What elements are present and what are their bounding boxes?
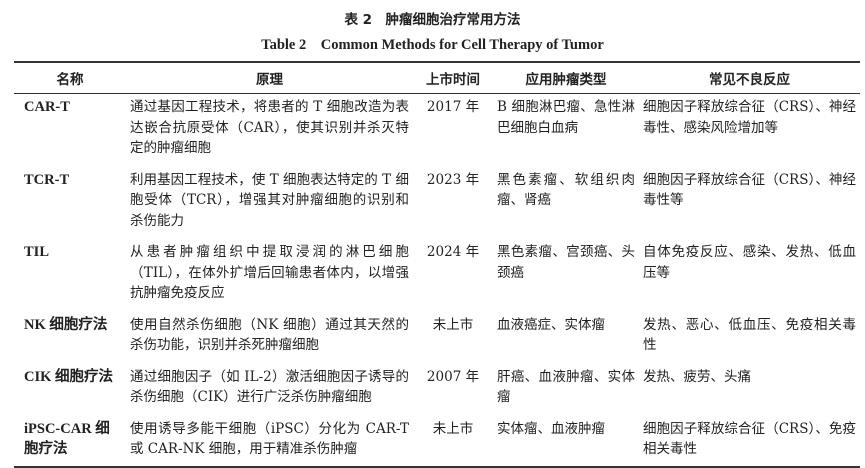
row-year: 未上市 [432,420,474,437]
row-adverse: 细胞因子释放综合征（CRS）、神经毒性、感染风险增加等 [643,99,856,136]
row-name: iPSC-CAR 细胞疗法 [24,420,110,458]
header-tumor-type: 应用肿瘤类型 [525,72,607,88]
row-tumor-type: 血液癌症、实体瘤 [497,316,605,333]
table-row: CIK 细胞疗法 通过细胞因子（如 IL-2）激活细胞因子诱导的杀伤细胞（CIK）… [14,362,860,414]
table-subtitle: Table 2 Common Methods for Cell Therapy … [261,37,604,53]
row-name: CIK 细胞疗法 [24,368,114,385]
table-row: NK 细胞疗法 使用自然杀伤细胞（NK 细胞）通过其天然的杀伤功能，识别并杀死肿瘤… [14,310,860,362]
table-row: TIL 从患者肿瘤组织中提取浸润的淋巴细胞（TIL），在体外扩增后回输患者体内，以… [14,237,860,310]
table-row: CAR-T 通过基因工程技术，将患者的 T 细胞改造为表达嵌合抗原受体（CAR），… [14,94,860,165]
header-adverse: 常见不良反应 [709,72,790,88]
row-year: 2007 年 [426,368,480,385]
header-row: 名称 原理 上市时间 应用肿瘤类型 常见不良反应 [14,62,860,94]
table-title: 表 2 肿瘤细胞治疗常用方法 [344,12,521,28]
row-principle: 利用基因工程技术，使 T 细胞表达特定的 T 细胞受体（TCR），增强其对肿瘤细… [130,171,409,229]
row-year: 2023 年 [426,171,480,188]
row-adverse: 自体免疫反应、感染、发热、低血压等 [643,244,856,281]
row-adverse: 发热、疲劳、头痛 [643,368,751,385]
header-year: 上市时间 [426,72,480,88]
row-adverse: 细胞因子释放综合征（CRS）、免疫相关毒性 [643,420,856,458]
row-tumor-type: 黑色素瘤、宫颈癌、头颈癌 [497,244,635,281]
table-row: iPSC-CAR 细胞疗法 使用诱导多能干细胞（iPSC）分化为 CAR-T 或 … [14,414,860,467]
row-principle: 从患者肿瘤组织中提取浸润的淋巴细胞（TIL），在体外扩增后回输患者体内，以增强抗… [130,244,409,301]
row-name: NK 细胞疗法 [24,316,108,333]
row-year: 2024 年 [426,244,480,260]
table-row: TCR-T 利用基因工程技术，使 T 细胞表达特定的 T 细胞受体（TCR），增强… [14,165,860,238]
row-principle: 使用诱导多能干细胞（iPSC）分化为 CAR-T 或 CAR-NK 细胞，用于精… [130,420,409,458]
row-principle: 通过基因工程技术，将患者的 T 细胞改造为表达嵌合抗原受体（CAR），使其识别并… [130,99,409,156]
row-name: CAR-T [24,99,70,115]
row-principle: 通过细胞因子（如 IL-2）激活细胞因子诱导的杀伤细胞（CIK）进行广泛杀伤肿瘤… [130,368,409,406]
row-year: 未上市 [432,316,474,333]
row-tumor-type: 黑色素瘤、软组织肉瘤、肾癌 [497,171,635,209]
header-principle: 原理 [256,72,283,88]
row-tumor-type: 实体瘤、血液肿瘤 [497,420,605,437]
row-tumor-type: B 细胞淋巴瘤、急性淋巴细胞白血病 [497,99,635,136]
header-name: 名称 [56,72,84,88]
row-principle: 使用自然杀伤细胞（NK 细胞）通过其天然的杀伤功能，识别并杀死肿瘤细胞 [130,316,409,354]
row-adverse: 细胞因子释放综合征（CRS）、神经毒性等 [643,171,856,209]
row-adverse: 发热、恶心、低血压、免疫相关毒性 [643,316,856,354]
row-tumor-type: 肝癌、血液肿瘤、实体瘤 [497,368,635,406]
cell-therapy-table: 名称 原理 上市时间 应用肿瘤类型 常见不良反应 CAR-T 通过基因工程技术，将… [14,61,860,468]
row-name: TCR-T [24,171,70,188]
row-year: 2017 年 [426,99,480,115]
row-name: TIL [24,244,49,260]
